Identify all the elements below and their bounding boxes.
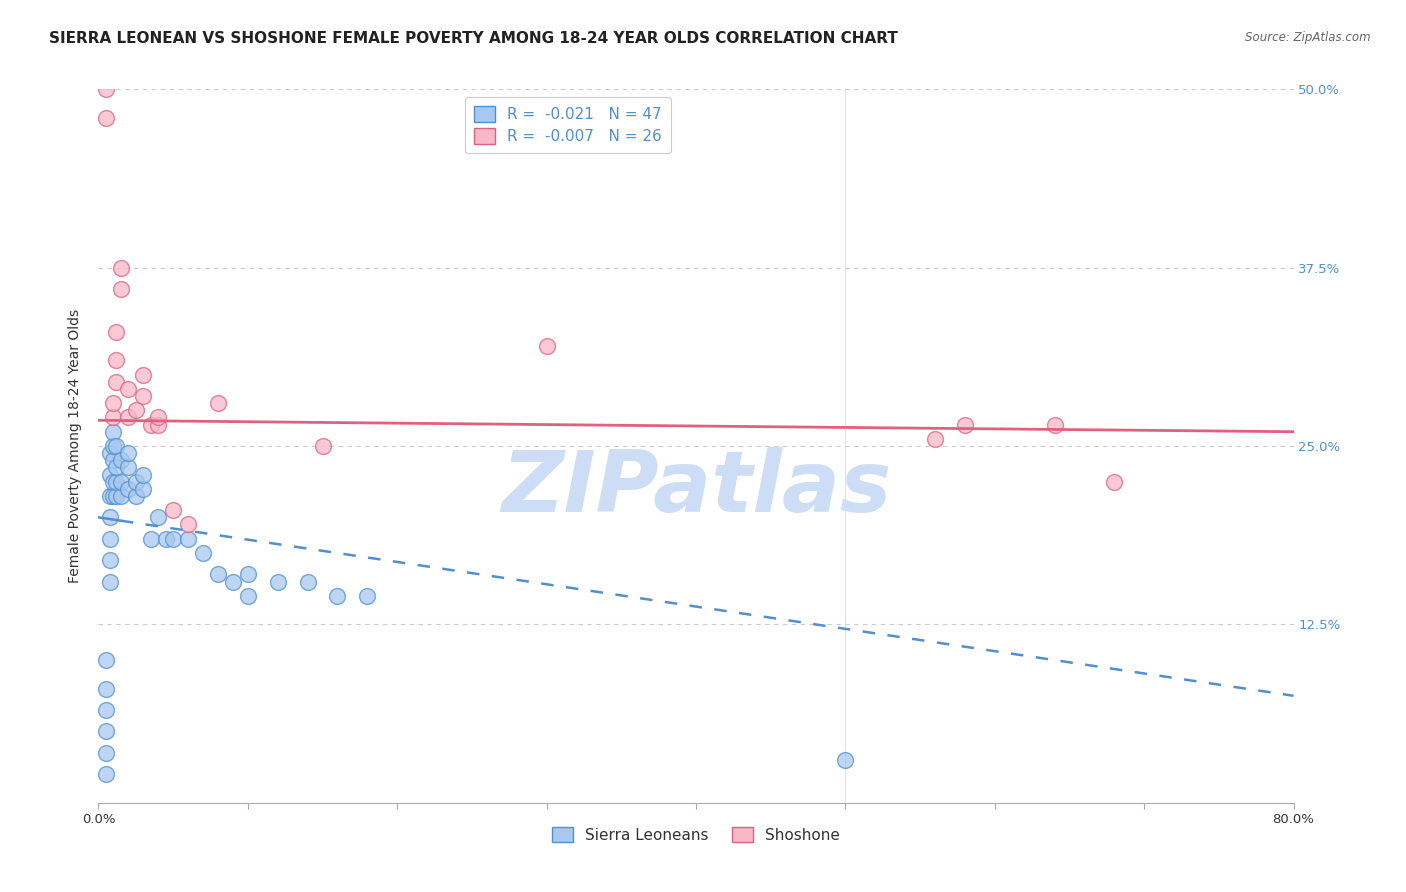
Point bbox=[98, 532, 122, 546]
Point bbox=[105, 489, 128, 503]
Point bbox=[1043, 417, 1066, 432]
Point bbox=[105, 475, 128, 489]
Point bbox=[132, 389, 155, 403]
Point bbox=[103, 475, 125, 489]
Point bbox=[103, 396, 125, 410]
Point bbox=[177, 517, 200, 532]
Point bbox=[1104, 475, 1126, 489]
Point bbox=[236, 567, 259, 582]
Point bbox=[125, 403, 148, 417]
Point bbox=[326, 589, 349, 603]
Point bbox=[105, 375, 128, 389]
Point bbox=[139, 532, 162, 546]
Point bbox=[103, 453, 125, 467]
Point bbox=[132, 368, 155, 382]
Point bbox=[297, 574, 319, 589]
Point bbox=[105, 325, 128, 339]
Point bbox=[125, 475, 148, 489]
Point bbox=[103, 439, 125, 453]
Point bbox=[94, 746, 117, 760]
Point bbox=[98, 574, 122, 589]
Point bbox=[311, 439, 333, 453]
Point bbox=[132, 467, 155, 482]
Point bbox=[132, 482, 155, 496]
Point bbox=[207, 567, 229, 582]
Point bbox=[110, 475, 132, 489]
Point bbox=[98, 489, 122, 503]
Point bbox=[105, 460, 128, 475]
Point bbox=[236, 589, 259, 603]
Point bbox=[191, 546, 214, 560]
Point bbox=[98, 467, 122, 482]
Point bbox=[103, 425, 125, 439]
Point bbox=[834, 753, 856, 767]
Point bbox=[162, 532, 184, 546]
Point bbox=[155, 532, 177, 546]
Point bbox=[94, 82, 117, 96]
Point bbox=[117, 482, 139, 496]
Point bbox=[356, 589, 378, 603]
Point bbox=[139, 417, 162, 432]
Text: Source: ZipAtlas.com: Source: ZipAtlas.com bbox=[1246, 31, 1371, 45]
Point bbox=[103, 489, 125, 503]
Point bbox=[103, 410, 125, 425]
Point bbox=[110, 489, 132, 503]
Point bbox=[94, 703, 117, 717]
Point bbox=[924, 432, 946, 446]
Point bbox=[98, 446, 122, 460]
Point bbox=[177, 532, 200, 546]
Point bbox=[162, 503, 184, 517]
Point bbox=[953, 417, 976, 432]
Text: SIERRA LEONEAN VS SHOSHONE FEMALE POVERTY AMONG 18-24 YEAR OLDS CORRELATION CHAR: SIERRA LEONEAN VS SHOSHONE FEMALE POVERT… bbox=[49, 31, 898, 46]
Point bbox=[117, 446, 139, 460]
Point bbox=[117, 382, 139, 396]
Point bbox=[105, 353, 128, 368]
Point bbox=[117, 410, 139, 425]
Point bbox=[94, 767, 117, 781]
Legend: Sierra Leoneans, Shoshone: Sierra Leoneans, Shoshone bbox=[546, 821, 846, 848]
Text: ZIPatlas: ZIPatlas bbox=[501, 447, 891, 531]
Point bbox=[94, 724, 117, 739]
Point bbox=[110, 282, 132, 296]
Point bbox=[148, 417, 170, 432]
Point bbox=[536, 339, 558, 353]
Point bbox=[94, 681, 117, 696]
Point bbox=[125, 489, 148, 503]
Point bbox=[105, 439, 128, 453]
Point bbox=[117, 460, 139, 475]
Point bbox=[94, 653, 117, 667]
Point bbox=[98, 510, 122, 524]
Point bbox=[148, 510, 170, 524]
Point bbox=[98, 553, 122, 567]
Point bbox=[110, 453, 132, 467]
Point bbox=[94, 111, 117, 125]
Point bbox=[267, 574, 290, 589]
Point bbox=[110, 260, 132, 275]
Point bbox=[207, 396, 229, 410]
Y-axis label: Female Poverty Among 18-24 Year Olds: Female Poverty Among 18-24 Year Olds bbox=[69, 309, 83, 583]
Point bbox=[222, 574, 245, 589]
Point bbox=[148, 410, 170, 425]
